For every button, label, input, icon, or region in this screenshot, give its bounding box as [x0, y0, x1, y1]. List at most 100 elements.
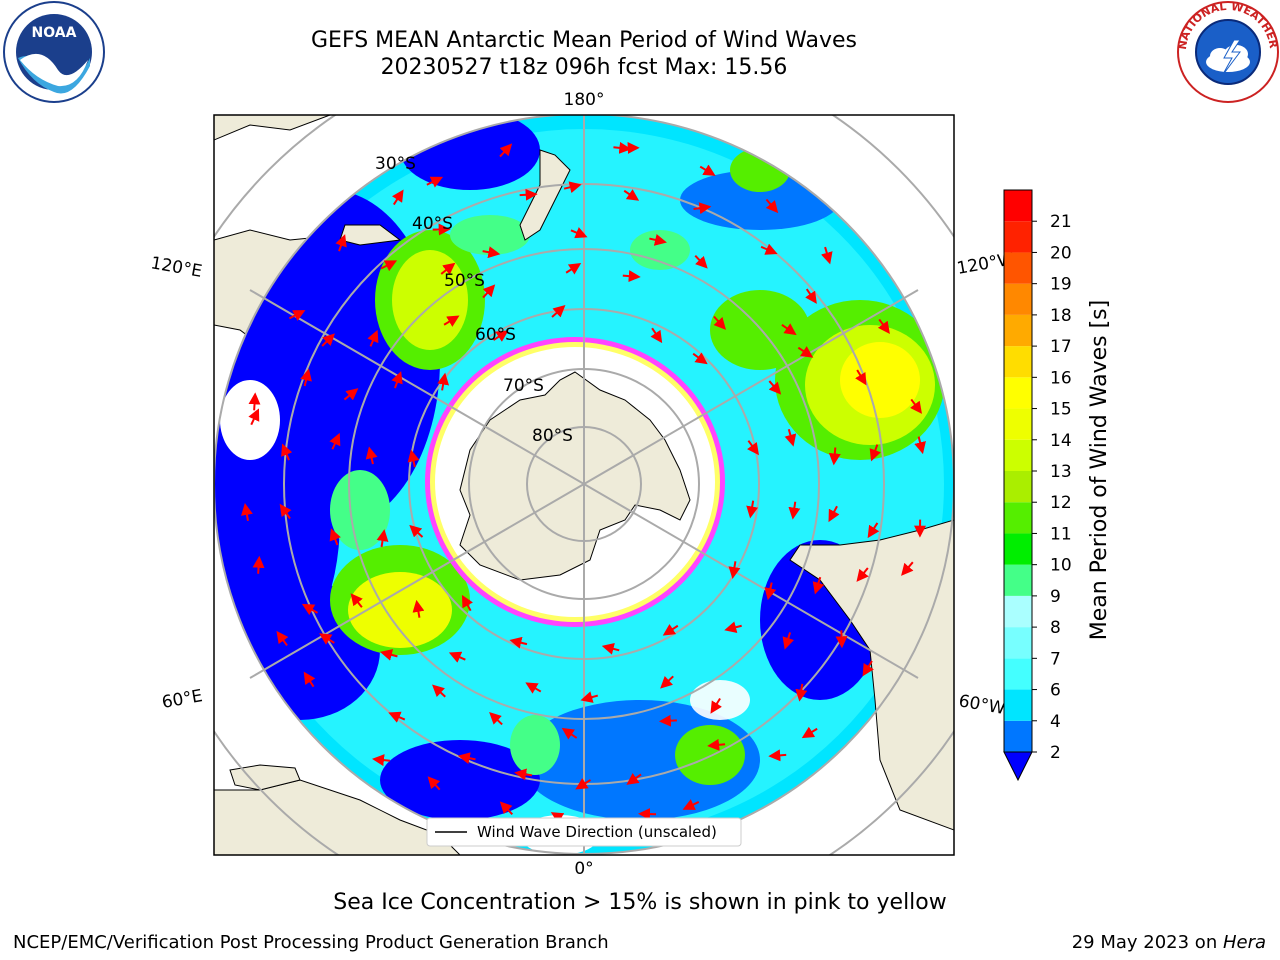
wave-direction-arrow — [321, 333, 335, 347]
antarctica — [459, 371, 691, 581]
wave-direction-arrow — [728, 561, 741, 580]
lon-label-60w: 60°W — [957, 691, 1007, 719]
wave-direction-arrow — [329, 528, 341, 546]
wave-direction-arrow — [482, 284, 496, 299]
wave-direction-arrow — [426, 176, 444, 188]
latitude-labels: 30°S 40°S 50°S 60°S 70°S 80°S — [375, 154, 573, 446]
colorbar-swatch — [1004, 377, 1032, 409]
wave-direction-arrow — [649, 234, 667, 246]
wave-direction-arrow — [443, 315, 460, 327]
colorbar-tick-label: 10 — [1050, 556, 1072, 576]
wave-direction-arrow — [862, 660, 874, 677]
wave-direction-arrow — [713, 315, 727, 330]
wave-direction-arrow — [622, 270, 641, 283]
wave-direction-arrow — [784, 428, 797, 447]
wave-direction-arrow — [561, 727, 578, 740]
wave-direction-arrow — [828, 447, 841, 466]
colorbar-tick-label: 19 — [1050, 275, 1072, 295]
colorbar-swatch — [1004, 190, 1032, 222]
wave-direction-arrow — [248, 392, 261, 411]
lat-label-40s: 40°S — [412, 214, 453, 234]
wave-direction-arrow — [877, 318, 890, 334]
footer-credit: NCEP/EMC/Verification Post Processing Pr… — [13, 932, 609, 953]
wave-direction-arrow — [392, 189, 404, 206]
wave-direction-arrow — [499, 143, 513, 158]
wave-direction-arrow — [252, 555, 265, 574]
footer-date-text: 29 May 2023 on — [1071, 932, 1223, 953]
wave-direction-arrow — [707, 738, 726, 751]
colorbar-tick-label: 20 — [1050, 243, 1072, 263]
wave-direction-arrow — [350, 593, 363, 608]
wave-direction-arrow — [601, 643, 620, 655]
lat-label-70s: 70°S — [503, 376, 544, 396]
colorbar-swatch — [1004, 502, 1032, 534]
wave-direction-arrow — [482, 246, 501, 259]
wave-direction-arrow — [407, 449, 420, 468]
wave-direction-arrow — [768, 380, 782, 395]
wave-direction-arrow — [650, 327, 663, 344]
wave-direction-arrow — [835, 630, 848, 649]
colorbar-tick-label: 7 — [1050, 649, 1061, 669]
wave-direction-arrow — [856, 567, 869, 582]
colorbar-swatch — [1004, 283, 1032, 315]
noaa-logo: NOAA — [3, 1, 105, 103]
wave-direction-arrow — [303, 671, 316, 688]
wave-direction-arrow — [821, 246, 833, 265]
colorbar-tick-label: 14 — [1050, 431, 1072, 451]
wave-direction-arrow — [432, 684, 446, 698]
wave-direction-arrow — [658, 714, 677, 727]
wave-direction-arrow — [409, 524, 424, 538]
wave-direction-arrow — [492, 330, 509, 342]
colorbar-swatch — [1004, 689, 1032, 721]
wave-direction-arrow — [448, 651, 466, 663]
wave-direction-arrow — [747, 440, 760, 456]
wave-direction-arrow — [437, 372, 450, 391]
wave-direction-arrow — [626, 773, 642, 785]
wave-direction-arrow — [563, 181, 582, 194]
wave-direction-arrow — [710, 697, 722, 714]
lat-label-30s: 30°S — [375, 154, 416, 174]
wave-direction-arrow — [461, 594, 473, 612]
wave-direction-arrow — [660, 675, 674, 689]
wave-direction-arrow — [376, 529, 389, 548]
colorbar-swatch — [1004, 720, 1032, 752]
colorbar: 2 4 6 7 8 9 10 11 12 13 14 15 16 17 18 19 20 21 — [1003, 189, 1072, 782]
wave-direction-arrow — [724, 621, 742, 634]
wave-direction-arrow — [509, 636, 528, 649]
noaa-logo-text: NOAA — [32, 25, 77, 41]
wave-direction-arrow — [499, 801, 514, 816]
wave-direction-arrow — [300, 368, 312, 387]
wave-direction-arrow — [380, 260, 398, 272]
wave-direction-arrow — [388, 711, 406, 723]
wave-direction-arrow — [914, 436, 926, 455]
colorbar-tick-label: 21 — [1050, 212, 1072, 232]
wave-direction-arrow — [682, 799, 700, 810]
wave-direction-arrow — [801, 726, 818, 739]
lat-label-60s: 60°S — [475, 325, 516, 345]
colorbar-tick-label: 6 — [1050, 681, 1061, 701]
wave-direction-arrow — [343, 388, 359, 401]
wave-direction-arrow — [795, 683, 808, 702]
wave-direction-arrow — [279, 503, 292, 520]
wave-direction-arrow — [241, 503, 253, 521]
wave-direction-arrow — [427, 776, 441, 791]
wave-direction-arrow — [281, 443, 293, 461]
footer-date: 29 May 2023 on Hera — [1072, 932, 1266, 953]
wave-direction-arrow — [525, 682, 542, 694]
colorbar-tick-label: 18 — [1050, 306, 1072, 326]
wave-direction-arrow — [901, 561, 914, 576]
colorbar-label: Mean Period of Wind Waves [s] — [1087, 300, 1112, 640]
map-frame: Wind Wave Direction (unscaled) — [214, 115, 954, 855]
legend-label: Wind Wave Direction (unscaled) — [477, 823, 717, 841]
wave-direction-arrow — [565, 262, 582, 275]
colorbar-tick-label: 16 — [1050, 368, 1072, 388]
colorbar-tick-label: 13 — [1050, 462, 1072, 482]
colorbar-swatch — [1004, 533, 1032, 565]
colorbar-tick-label: 9 — [1050, 587, 1061, 607]
colorbar-swatch — [1004, 564, 1032, 596]
wave-direction-arrow — [380, 649, 398, 661]
nws-logo: NATIONAL WEATHER SERVICE — [1176, 0, 1280, 103]
wave-direction-arrow — [768, 749, 787, 762]
footer-host: Hera — [1222, 932, 1266, 953]
